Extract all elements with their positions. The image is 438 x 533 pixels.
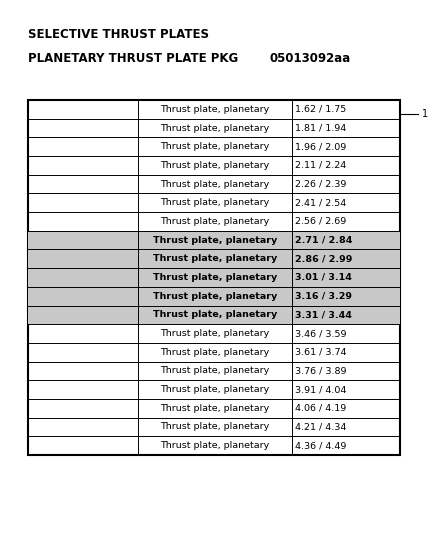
Bar [28,231,400,249]
Text: Thrust plate, planetary: Thrust plate, planetary [153,310,277,319]
Text: 1: 1 [422,109,428,119]
Text: Thrust plate, planetary: Thrust plate, planetary [160,329,269,338]
Text: 2.11 / 2.24: 2.11 / 2.24 [295,161,346,170]
Text: 4.21 / 4.34: 4.21 / 4.34 [295,423,346,432]
Text: 05013092aa: 05013092aa [270,52,351,65]
Text: 2.56 / 2.69: 2.56 / 2.69 [295,217,346,226]
Text: 1.62 / 1.75: 1.62 / 1.75 [295,105,346,114]
Text: Thrust plate, planetary: Thrust plate, planetary [160,198,269,207]
Text: Thrust plate, planetary: Thrust plate, planetary [160,423,269,432]
Bar [28,100,400,455]
Text: 2.26 / 2.39: 2.26 / 2.39 [295,180,346,189]
Text: 3.46 / 3.59: 3.46 / 3.59 [295,329,346,338]
Text: 1.96 / 2.09: 1.96 / 2.09 [295,142,346,151]
Text: Thrust plate, planetary: Thrust plate, planetary [160,161,269,170]
Text: 3.16 / 3.29: 3.16 / 3.29 [295,292,352,301]
Text: 3.91 / 4.04: 3.91 / 4.04 [295,385,346,394]
Text: Thrust plate, planetary: Thrust plate, planetary [160,404,269,413]
Text: Thrust plate, planetary: Thrust plate, planetary [160,105,269,114]
Text: Thrust plate, planetary: Thrust plate, planetary [160,180,269,189]
Text: 2.71 / 2.84: 2.71 / 2.84 [295,236,353,245]
Text: Thrust plate, planetary: Thrust plate, planetary [160,441,269,450]
Text: 3.31 / 3.44: 3.31 / 3.44 [295,310,352,319]
Text: Thrust plate, planetary: Thrust plate, planetary [153,236,277,245]
Bar [28,268,400,287]
Text: Thrust plate, planetary: Thrust plate, planetary [153,273,277,282]
Text: 2.41 / 2.54: 2.41 / 2.54 [295,198,346,207]
Text: Thrust plate, planetary: Thrust plate, planetary [160,366,269,375]
Text: 3.76 / 3.89: 3.76 / 3.89 [295,366,346,375]
Text: 1.81 / 1.94: 1.81 / 1.94 [295,124,346,133]
Text: 4.06 / 4.19: 4.06 / 4.19 [295,404,346,413]
Text: PLANETARY THRUST PLATE PKG: PLANETARY THRUST PLATE PKG [28,52,238,65]
Text: Thrust plate, planetary: Thrust plate, planetary [160,217,269,226]
Text: 3.01 / 3.14: 3.01 / 3.14 [295,273,352,282]
Bar [28,287,400,305]
Text: 4.36 / 4.49: 4.36 / 4.49 [295,441,346,450]
Text: Thrust plate, planetary: Thrust plate, planetary [153,292,277,301]
Text: 3.61 / 3.74: 3.61 / 3.74 [295,348,346,357]
Bar [28,249,400,268]
Bar [28,305,400,324]
Text: Thrust plate, planetary: Thrust plate, planetary [160,124,269,133]
Text: SELECTIVE THRUST PLATES: SELECTIVE THRUST PLATES [28,28,209,41]
Text: Thrust plate, planetary: Thrust plate, planetary [160,385,269,394]
Text: Thrust plate, planetary: Thrust plate, planetary [153,254,277,263]
Text: 2.86 / 2.99: 2.86 / 2.99 [295,254,353,263]
Text: Thrust plate, planetary: Thrust plate, planetary [160,142,269,151]
Text: Thrust plate, planetary: Thrust plate, planetary [160,348,269,357]
